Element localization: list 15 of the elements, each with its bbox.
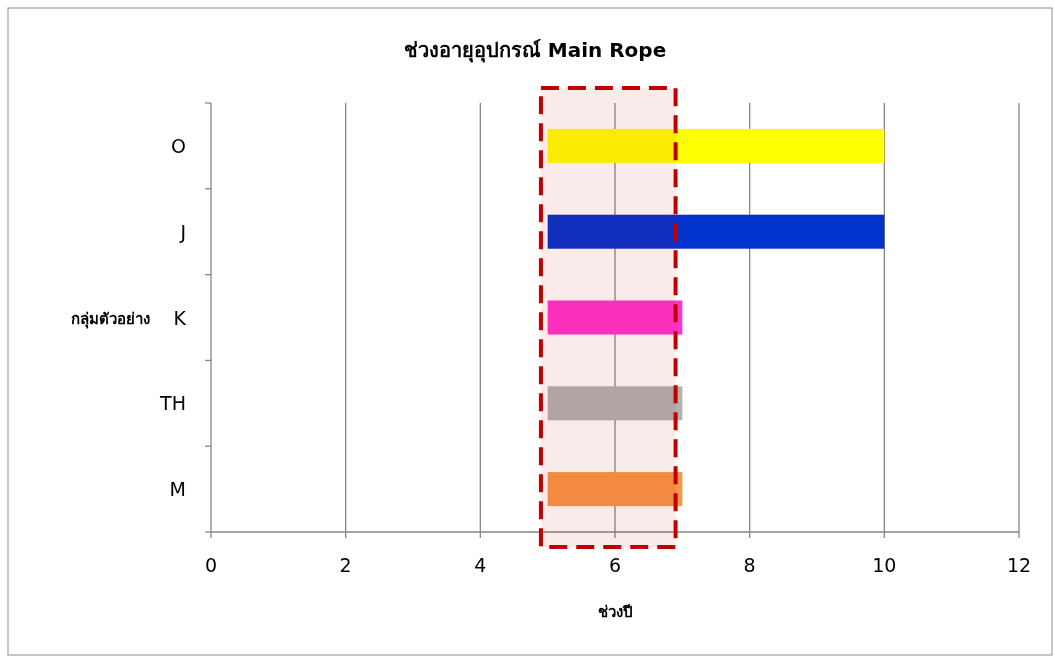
chart-title: ช่วงอายุอุปกรณ์ Main Rope xyxy=(403,38,667,63)
y-tick-label: M xyxy=(169,478,186,501)
y-tick-label: O xyxy=(171,134,186,157)
x-axis-title: ช่วงปี xyxy=(597,603,633,621)
x-tick-label: 6 xyxy=(608,554,622,576)
x-tick-label: 12 xyxy=(1006,554,1032,576)
y-tick-label: J xyxy=(179,220,186,243)
x-tick-label: 2 xyxy=(339,554,352,576)
y-tick-label: K xyxy=(173,306,187,329)
x-tick-label: 8 xyxy=(743,554,756,576)
y-axis-title: กลุ่มตัวอย่าง xyxy=(71,309,150,329)
x-tick-label: 10 xyxy=(872,554,897,576)
x-tick-label: 4 xyxy=(474,554,487,576)
x-tick-label: 0 xyxy=(204,554,218,576)
y-tick-label: TH xyxy=(159,392,186,415)
